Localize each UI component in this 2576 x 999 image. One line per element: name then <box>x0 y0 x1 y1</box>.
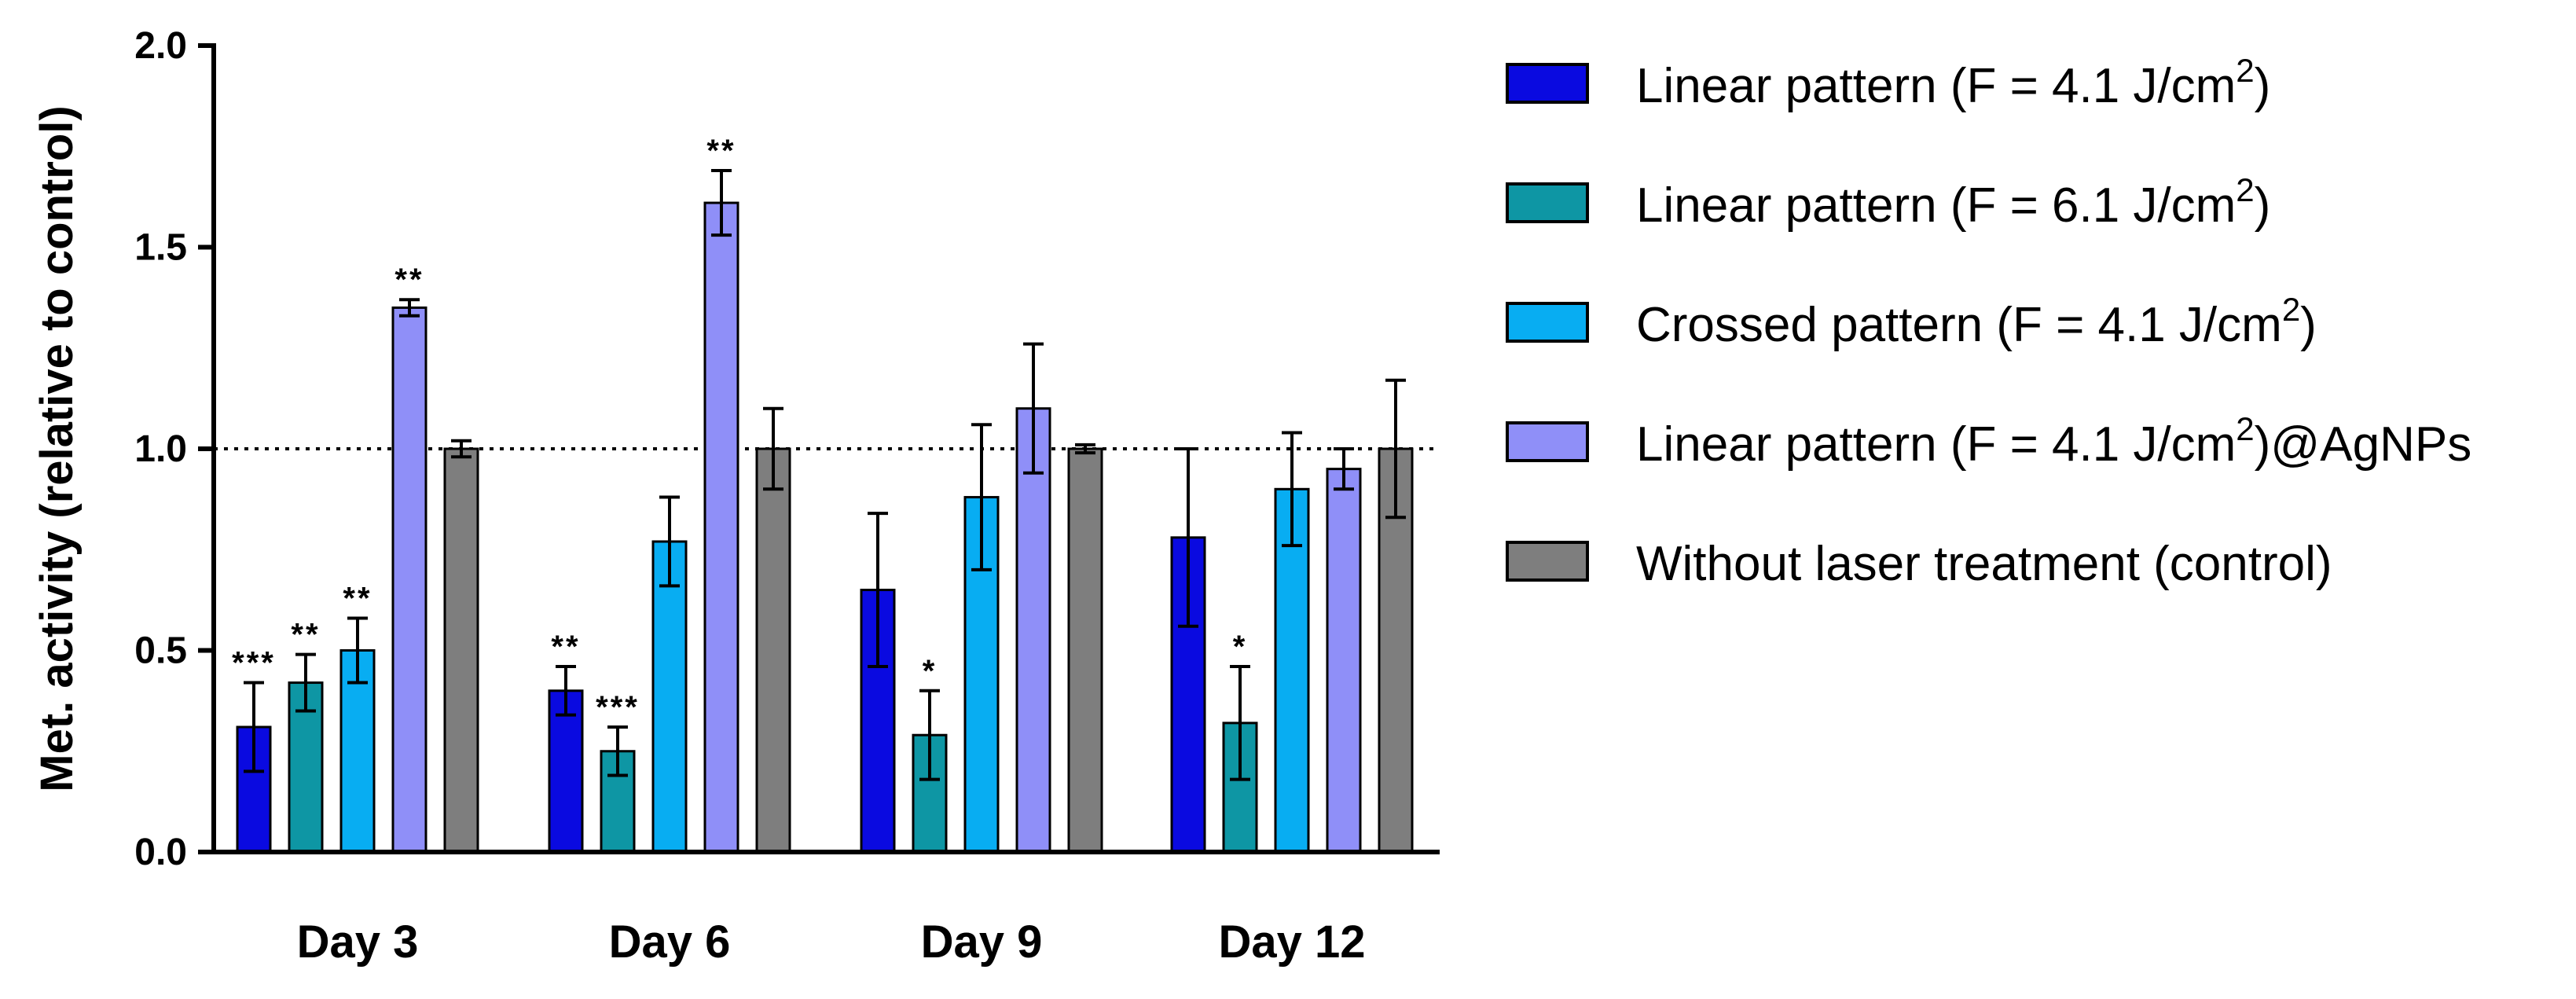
y-tick-label: 1.5 <box>134 227 187 269</box>
y-axis-label: Met. activity (relative to control) <box>31 105 83 791</box>
significance-marker: ** <box>706 134 736 168</box>
x-tick-label: Day 3 <box>297 916 419 968</box>
bar <box>703 201 739 854</box>
bar <box>391 306 427 854</box>
bar <box>443 447 479 854</box>
significance-marker: ** <box>291 618 320 652</box>
y-tick-label: 2.0 <box>134 25 187 67</box>
significance-marker: *** <box>232 646 276 681</box>
legend-label: Without laser treatment (control) <box>1636 537 2332 591</box>
legend-label: Linear pattern (F = 4.1 J/cm2)@AgNPs <box>1636 410 2471 472</box>
legend-label: Linear pattern (F = 4.1 J/cm2) <box>1636 52 2270 113</box>
significance-marker: *** <box>596 690 640 725</box>
bar <box>755 447 791 854</box>
legend-label: Linear pattern (F = 6.1 J/cm2) <box>1636 171 2270 233</box>
significance-marker: ** <box>551 630 580 664</box>
bar <box>1015 407 1051 854</box>
significance-marker: * <box>923 654 938 689</box>
legend-swatch <box>1506 541 1589 582</box>
x-tick-label: Day 9 <box>921 916 1043 968</box>
legend-label: Crossed pattern (F = 4.1 J/cm2) <box>1636 291 2317 352</box>
significance-marker: ** <box>394 263 424 297</box>
legend-swatch <box>1506 63 1589 104</box>
x-tick-label: Day 6 <box>609 916 731 968</box>
bar <box>1274 487 1310 854</box>
bar <box>651 540 688 854</box>
x-tick-label: Day 12 <box>1218 916 1365 968</box>
y-tick-label: 0.5 <box>134 630 187 672</box>
legend-swatch <box>1506 421 1589 462</box>
legend-swatch <box>1506 302 1589 343</box>
bar <box>1067 447 1103 854</box>
bar <box>1326 468 1362 854</box>
y-tick-label: 1.0 <box>134 428 187 470</box>
y-tick-label: 0.0 <box>134 832 187 873</box>
significance-marker: ** <box>343 581 372 615</box>
legend-swatch <box>1506 182 1589 223</box>
significance-marker: * <box>1233 630 1248 664</box>
